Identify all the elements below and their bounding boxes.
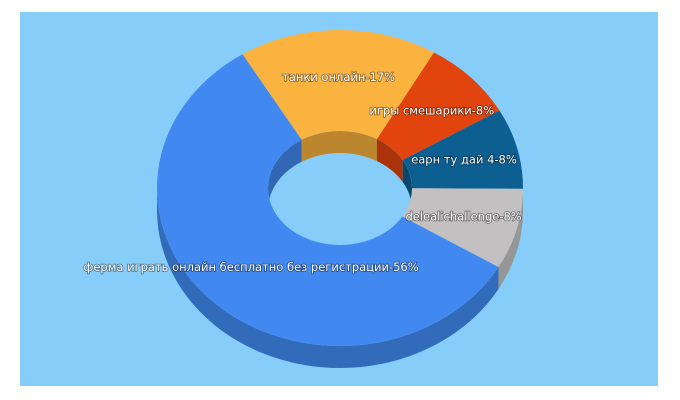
slice — [402, 188, 523, 267]
slice — [402, 110, 524, 189]
slice-label: еарн ту дай 4-8% — [411, 153, 517, 167]
slice — [242, 30, 435, 140]
slice-label: танки онлайн-17% — [282, 70, 395, 84]
slice-inner-side — [301, 131, 377, 162]
slice-label: ферма играть онлайн бесплатно без регист… — [84, 260, 419, 274]
slice — [377, 52, 500, 161]
slice-side — [498, 188, 523, 289]
slice — [156, 54, 499, 347]
slice-side — [157, 188, 499, 368]
slice-inner-side — [377, 139, 403, 183]
slice-inner-side — [268, 139, 302, 210]
slice-inner-side — [402, 160, 412, 210]
slice-label: игры смешарики-8% — [369, 103, 494, 117]
slice-label: delealichallenge-8% — [405, 209, 521, 223]
hole-walls — [268, 131, 412, 210]
